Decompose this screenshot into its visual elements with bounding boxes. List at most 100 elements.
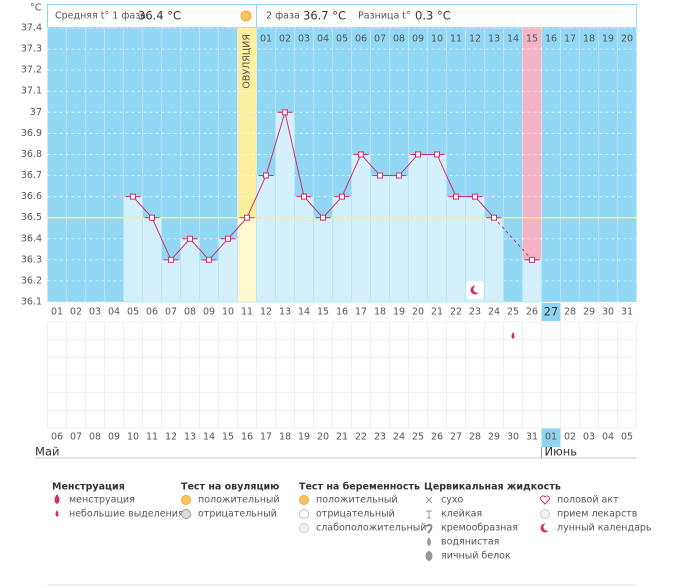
phase2-day-label: 15 [526, 34, 538, 45]
point-marker [187, 235, 193, 242]
bar [294, 196, 314, 303]
today-highlight [541, 428, 561, 447]
point-marker [358, 151, 364, 158]
bar [161, 259, 181, 303]
legend-title: Тест на овуляцию [181, 482, 279, 493]
date-label: 26 [431, 432, 443, 443]
legend-item: положительный [316, 495, 398, 506]
sun-icon [240, 10, 252, 22]
date-label: 24 [393, 432, 405, 443]
day-label: 24 [488, 307, 500, 318]
day-label: 15 [317, 307, 329, 318]
bar [427, 154, 447, 303]
day-label: 07 [165, 307, 177, 318]
point-marker [244, 214, 250, 221]
y-tick-label: 36.5 [21, 212, 42, 223]
date-label: 07 [70, 432, 82, 443]
bar [218, 238, 238, 303]
phase2-day-label: 19 [602, 34, 614, 45]
day-label: 17 [355, 307, 367, 318]
icon [540, 509, 550, 519]
date-label: 11 [146, 432, 158, 443]
icon [427, 537, 431, 546]
legend-item: слабоположительный [316, 523, 426, 534]
y-tick-label: 37.1 [21, 86, 42, 97]
day-label: 04 [108, 307, 120, 318]
bar [484, 217, 504, 303]
date-label: 01 [545, 432, 557, 443]
legend-item: половой акт [557, 495, 619, 506]
today-highlight [541, 303, 561, 321]
date-label: 20 [317, 432, 329, 443]
phase2-day-label: 02 [279, 34, 291, 45]
point-marker [130, 193, 136, 200]
day-label: 21 [431, 307, 443, 318]
phase2-day-label: 14 [507, 34, 519, 45]
date-label: 13 [184, 432, 196, 443]
day-label: 18 [374, 307, 386, 318]
y-tick-label: 36.6 [21, 191, 42, 202]
icon [425, 496, 433, 504]
legend-title: Цервикальная жидкость [424, 482, 561, 493]
day-label: 26 [526, 307, 538, 318]
point-marker [263, 172, 269, 179]
month-label: Июнь [545, 445, 578, 459]
phase2-day-label: 17 [564, 34, 576, 45]
icon [425, 524, 433, 534]
icon [54, 494, 60, 504]
y-tick-label: 36.1 [21, 297, 42, 308]
date-label: 31 [526, 432, 538, 443]
day-label: 13 [279, 307, 291, 318]
phase2-day-label: 09 [412, 34, 424, 45]
date-label: 27 [450, 432, 462, 443]
point-marker [168, 256, 174, 263]
day-label: 09 [203, 307, 215, 318]
phase2-day-label: 18 [583, 34, 595, 45]
bar [332, 196, 352, 303]
date-label: 06 [51, 432, 63, 443]
icon [426, 510, 432, 519]
date-label: 29 [488, 432, 500, 443]
day-label: 20 [412, 307, 424, 318]
day-label: 11 [241, 307, 253, 318]
point-marker [377, 172, 383, 179]
bar [446, 196, 466, 303]
day-label: 06 [146, 307, 158, 318]
phase2-day-label: 10 [431, 34, 443, 45]
legend-item: положительный [198, 495, 280, 506]
bar [142, 217, 162, 303]
day-label: 27 [544, 305, 559, 319]
icon [299, 523, 309, 533]
day-label: 12 [260, 307, 272, 318]
phase2-day-label: 04 [317, 34, 329, 45]
day-label: 30 [602, 307, 614, 318]
point-marker [301, 193, 307, 200]
icon [299, 495, 309, 505]
bar [256, 175, 276, 303]
phase2-day-label: 20 [621, 34, 633, 45]
bar [389, 175, 409, 303]
phase1-label: Средняя t° 1 фаза [55, 11, 146, 22]
diff-label: Разница t° [358, 11, 411, 22]
day-label: 16 [336, 307, 348, 318]
legend-item: клейкая [441, 509, 482, 520]
point-marker [320, 214, 326, 221]
point-marker [206, 256, 212, 263]
legend-item: отрицательный [316, 509, 395, 520]
day-label: 31 [621, 307, 633, 318]
day-label: 22 [450, 307, 462, 318]
y-tick-label: 37.3 [21, 44, 42, 55]
day-label: 29 [583, 307, 595, 318]
y-tick-label: 37 [30, 107, 42, 118]
icon [299, 509, 309, 519]
period-column [522, 28, 542, 260]
day-label: 08 [184, 307, 196, 318]
y-tick-label: 36.8 [21, 149, 42, 160]
legend-item: отрицательный [198, 509, 277, 520]
bar [351, 154, 371, 303]
bar [199, 259, 219, 303]
bar [370, 175, 390, 303]
point-marker [339, 193, 345, 200]
phase2-value: 36.7 °C [303, 9, 346, 23]
